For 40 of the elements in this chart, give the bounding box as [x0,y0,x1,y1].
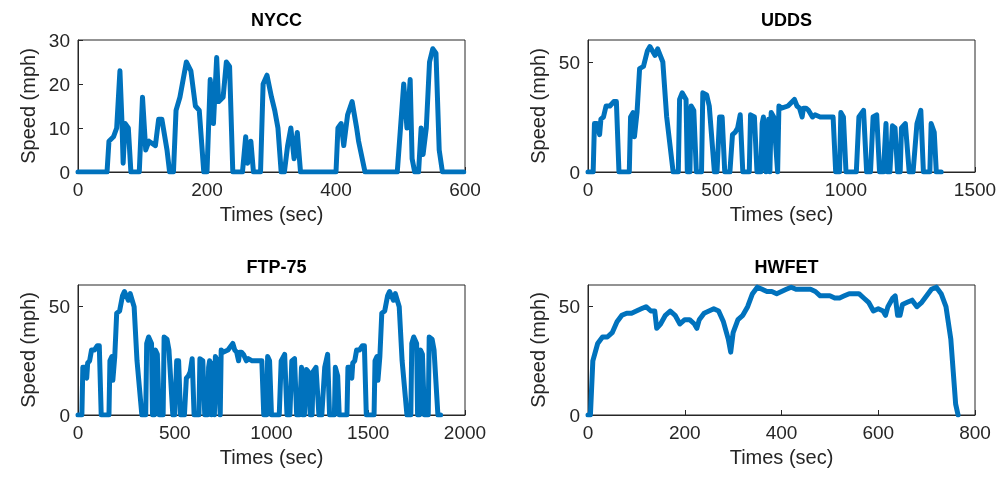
y-axis-title: Speed (mph) [16,48,39,164]
x-tick-label: 2000 [443,422,487,443]
y-tick-label: 50 [48,296,70,318]
y-tick-label: 0 [569,404,580,426]
x-axis-title: Times (sec) [219,203,324,225]
x-tick-label: 500 [701,179,733,200]
x-tick-label: 0 [582,179,594,200]
y-tick-label: 0 [59,404,70,426]
y-tick-label: 0 [569,161,580,183]
y-tick-label: 0 [59,161,70,183]
x-tick-label: 400 [320,179,352,200]
y-tick-label: 20 [48,73,70,95]
x-tick-label: 200 [668,422,701,443]
y-tick-label: 10 [48,117,70,139]
y-axis-title: Speed (mph) [526,48,549,164]
x-tick-label: 600 [449,179,481,200]
y-axis-title: Speed (mph) [16,292,39,408]
x-tick-label: 600 [862,422,895,443]
y-tick-label: 30 [48,29,70,51]
chart-title: NYCC [250,10,303,30]
x-tick-label: 800 [959,422,991,443]
x-axis-title: Times (sec) [219,446,324,468]
x-tick-label: 400 [765,422,798,443]
x-tick-label: 500 [158,422,191,443]
chart-title: HWFET [754,257,819,277]
y-axis-title: Speed (mph) [526,292,549,408]
x-tick-label: 200 [191,179,223,200]
x-axis-title: Times (sec) [729,446,834,468]
x-tick-label: 1000 [824,179,868,200]
y-tick-label: 50 [558,296,580,318]
chart-title: FTP-75 [246,257,307,277]
x-axis-title: Times (sec) [729,203,834,225]
x-tick-label: 0 [72,179,84,200]
chart-title: UDDS [760,10,813,30]
x-tick-label: 1500 [347,422,390,443]
x-tick-label: 0 [72,422,84,443]
y-tick-label: 50 [558,51,580,73]
x-tick-label: 0 [582,422,594,443]
x-tick-label: 1500 [953,179,997,200]
x-tick-label: 1000 [250,422,293,443]
